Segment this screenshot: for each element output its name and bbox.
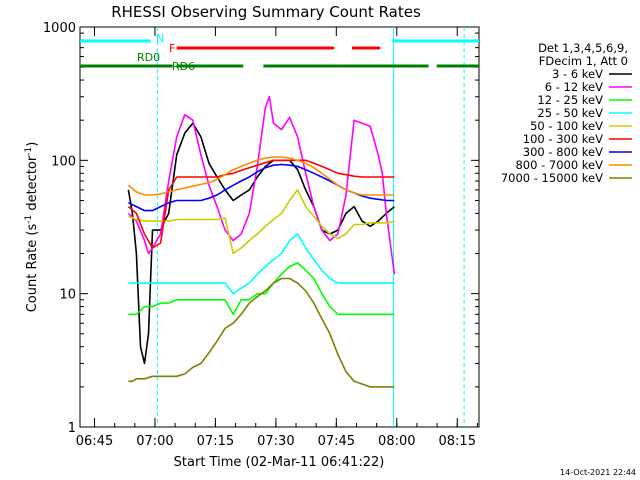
y-axis-label-part1: Count Rate (s bbox=[25, 224, 40, 313]
x-axis-label: Start Time (02-Mar-11 06:41:22) bbox=[174, 455, 385, 470]
x-tick-label: 08:15 bbox=[439, 434, 476, 449]
y-axis-label: Count Rate (s-1 detector-1) bbox=[24, 142, 40, 313]
y-axis-label-part3: ) bbox=[25, 142, 40, 147]
x-tick-label: 07:30 bbox=[257, 434, 294, 449]
y-tick-label: 10 bbox=[59, 288, 76, 303]
x-tick-label: 08:00 bbox=[378, 434, 415, 449]
series-line-4 bbox=[128, 189, 395, 255]
y-tick-label: 1 bbox=[68, 421, 76, 436]
y-tick-label: 100 bbox=[51, 154, 76, 169]
plot-frame bbox=[79, 26, 480, 428]
legend-label-4: 50 - 100 keV bbox=[530, 119, 603, 133]
series-line-7 bbox=[127, 156, 395, 196]
series-line-5 bbox=[127, 159, 395, 249]
chart-title: RHESSI Observing Summary Count Rates bbox=[111, 3, 421, 21]
series-line-1 bbox=[127, 95, 396, 275]
y-axis-label-sup2: -1 bbox=[24, 147, 34, 156]
legend-header-line: FDecim 1, Att 0 bbox=[539, 54, 628, 68]
legend-label-8: 7000 - 15000 keV bbox=[501, 171, 603, 185]
x-tick-label: 07:45 bbox=[318, 434, 355, 449]
flag-label-rd6: RD6 bbox=[172, 60, 195, 73]
x-tick-label: 07:00 bbox=[136, 434, 173, 449]
legend-header-line: Det 1,3,4,5,6,9, bbox=[538, 41, 628, 55]
series-line-8 bbox=[128, 277, 395, 388]
flag-label-f: F bbox=[169, 42, 175, 55]
legend-label-6: 300 - 800 keV bbox=[523, 145, 603, 159]
x-tick-label: 07:15 bbox=[197, 434, 234, 449]
plot-area: 1 10 100 1000 06:45 07:00 07:15 07:30 07:45 08:00… bbox=[43, 21, 480, 449]
flag-label-rd0: RD0 bbox=[137, 51, 160, 64]
series-line-0 bbox=[127, 122, 395, 365]
legend-label-5: 100 - 300 keV bbox=[523, 132, 603, 146]
legend-label-7: 800 - 7000 keV bbox=[515, 158, 603, 172]
legend-label-2: 12 - 25 keV bbox=[537, 93, 603, 107]
x-tick-label: 06:45 bbox=[76, 434, 113, 449]
y-tick-label: 1000 bbox=[43, 21, 76, 36]
footer-timestamp: 14-Oct-2021 22:44 bbox=[560, 468, 636, 477]
legend-label-3: 25 - 50 keV bbox=[537, 106, 603, 120]
y-axis-label-sup1: -1 bbox=[24, 215, 34, 224]
y-axis-label-part2: detector bbox=[25, 155, 40, 215]
series-line-3 bbox=[128, 233, 395, 295]
legend: Det 1,3,4,5,6,9,FDecim 1, Att 03 - 6 keV… bbox=[501, 41, 632, 185]
legend-label-0: 3 - 6 keV bbox=[552, 67, 603, 81]
flag-label-n: N bbox=[156, 32, 164, 45]
legend-label-1: 6 - 12 keV bbox=[545, 80, 603, 94]
